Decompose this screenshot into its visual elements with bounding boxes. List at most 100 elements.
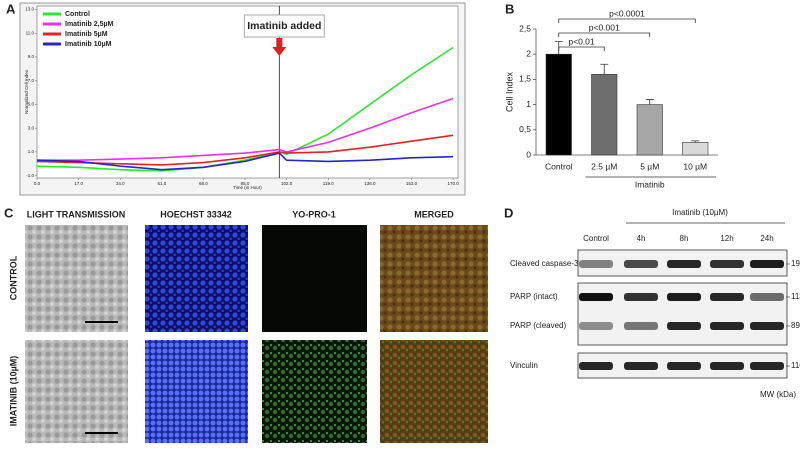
y-tick-label: 3.0: [28, 125, 35, 130]
significance-bracket: [558, 18, 696, 23]
panel-label: A: [6, 1, 16, 16]
y-axis-title: Cell Index: [504, 71, 514, 112]
y-tick-label: 9.0: [28, 54, 35, 59]
x-tick-label: 85.0: [241, 181, 250, 186]
band: [667, 293, 701, 301]
band: [579, 362, 613, 370]
row-label: PARP (cleaved): [510, 321, 567, 330]
mw-label: 116: [791, 361, 800, 370]
band: [750, 362, 784, 370]
x-tick-label: 34.0: [116, 181, 125, 186]
x-tick-label: 51.0: [157, 181, 166, 186]
x-tick-label: 2.5 µM: [591, 161, 617, 171]
blot-header: Imatinib (10µM): [672, 208, 728, 217]
x-tick-label: 102.0: [281, 181, 293, 186]
row-label: PARP (intact): [510, 292, 558, 301]
column-header: YO-PRO-1: [292, 209, 336, 219]
row-label: CONTROL: [8, 255, 18, 300]
y-tick-label: 1.0: [28, 149, 35, 154]
band: [667, 362, 701, 370]
legend-label: Imatinib 5µM: [65, 31, 108, 38]
bar: [591, 74, 618, 156]
band: [579, 293, 613, 301]
x-tick-label: 10 µM: [683, 161, 707, 171]
x-tick-label: 17.0: [74, 181, 83, 186]
significance-label: p<0.0001: [609, 8, 645, 18]
series-line: [36, 46, 454, 172]
image-merged-control: [380, 225, 488, 332]
row-label: Cleaved caspase-3: [510, 259, 579, 268]
blot-box: [577, 282, 788, 346]
band: [710, 362, 744, 370]
legend-label: Control: [65, 11, 90, 18]
significance-bracket: [558, 46, 605, 51]
panel-label: B: [505, 1, 514, 16]
significance-label: p<0.01: [568, 36, 595, 46]
band: [624, 322, 658, 330]
column-header: LIGHT TRANSMISSION: [27, 209, 126, 219]
mw-unit: MW (kDa): [760, 390, 796, 399]
line-chart: 0.0 17.0 34.0 51.0 68.0 85.0 102.0 119.0 136.0 15…: [24, 6, 459, 190]
microscopy-grid: [25, 225, 488, 443]
x-tick-label: 119.0: [323, 181, 334, 186]
panel-label: D: [504, 205, 513, 220]
x-tick-label: 0.0: [34, 181, 41, 186]
image-yopro-control: [262, 225, 367, 332]
lane-label: 24h: [760, 234, 773, 243]
legend-label: Imatinib 2,5µM: [65, 21, 114, 28]
x-tick-label: 153.0: [406, 181, 418, 186]
lane-label: 8h: [680, 234, 689, 243]
bar: [545, 53, 572, 156]
image-yopro-imatinib: [262, 340, 367, 443]
band: [710, 322, 744, 330]
mw-label: 113: [791, 292, 800, 301]
bar-chart: 0 0,5 1 1,5 2 2,5 Cell Index Control 2.5 µM 5 µM 1…: [504, 8, 718, 189]
annotation-box: [243, 14, 325, 38]
group-label: Imatinib: [635, 179, 665, 189]
band: [579, 322, 613, 330]
microscopy-labels: LIGHT TRANSMISSION HOECHST 33342 YO-PRO-1 M…: [8, 209, 454, 426]
y-tick-label: 5.0: [28, 102, 35, 107]
annotation: Imatinib added: [247, 20, 321, 32]
y-tick-label: -1.0: [26, 173, 34, 178]
y-tick-label: 7.0: [28, 78, 35, 83]
lane-label: Control: [583, 234, 609, 243]
bar: [636, 104, 663, 156]
bar: [682, 142, 709, 156]
y-tick-label: 13.0: [25, 7, 34, 12]
y-tick-label: 1,5: [519, 74, 531, 84]
y-tick-label: 11.0: [26, 30, 35, 35]
significance-bracket: [558, 32, 651, 37]
band: [710, 260, 744, 268]
band: [750, 322, 784, 330]
x-tick-label: 5 µM: [640, 161, 659, 171]
image-light-imatinib: [25, 340, 128, 443]
column-header: HOECHST 33342: [160, 209, 232, 219]
mw-label: 19: [791, 259, 800, 268]
western-blot: Imatinib (10µM) Control 4h 8h 12h 24h Cleaved …: [510, 208, 800, 399]
band: [750, 293, 784, 301]
y-tick-label: 0,5: [519, 124, 531, 134]
image-hoechst-control: [145, 225, 248, 332]
significance-label: p<0.001: [589, 22, 620, 32]
band: [667, 322, 701, 330]
error-bar: [691, 140, 700, 143]
band: [750, 260, 784, 268]
band: [710, 293, 744, 301]
mw-label: 89: [791, 321, 800, 330]
x-tick-label: 170.0: [447, 181, 459, 186]
y-tick-label: 2,5: [519, 23, 531, 33]
y-tick-label: 2: [526, 48, 531, 58]
y-axis-title: Normalized Cell Index: [24, 69, 29, 114]
series-line: [36, 134, 454, 166]
image-merged-imatinib: [380, 340, 488, 443]
column-header: MERGED: [414, 209, 454, 219]
image-light-control: [25, 225, 128, 332]
lane-label: 12h: [720, 234, 733, 243]
image-hoechst-imatinib: [145, 340, 248, 443]
series-line: [36, 152, 454, 171]
x-tick-label: 68.0: [199, 181, 208, 186]
band: [667, 260, 701, 268]
